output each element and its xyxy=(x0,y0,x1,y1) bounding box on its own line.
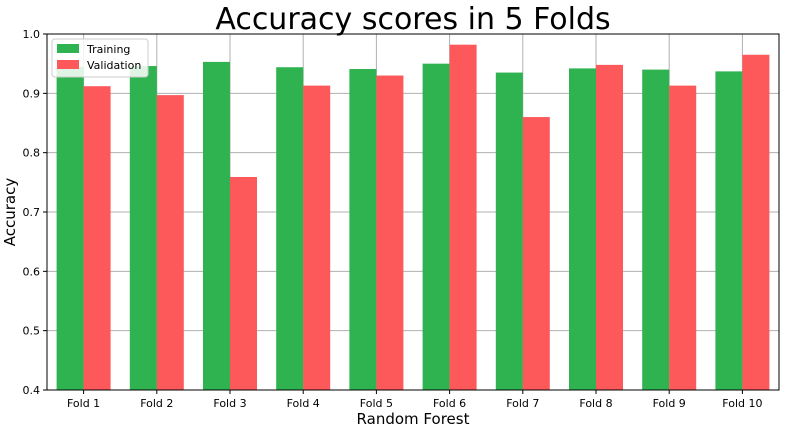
bar-training-6 xyxy=(422,63,450,391)
bar-training-7 xyxy=(495,72,523,391)
y-tick-label: 0.9 xyxy=(23,87,41,100)
bar-validation-3 xyxy=(230,176,257,390)
y-tick-label: 0.4 xyxy=(23,384,41,397)
legend-label-training: Training xyxy=(86,43,130,56)
y-tick-label: 1.0 xyxy=(23,28,41,41)
y-axis-ticks: 0.4 0.5 0.6 0.7 0.8 0.9 1.0 xyxy=(23,28,47,397)
plot-frame xyxy=(46,33,780,391)
x-tick-label: Fold 10 xyxy=(722,397,762,410)
bar-training-4 xyxy=(276,67,304,390)
y-tick-label: 0.5 xyxy=(23,325,41,338)
x-axis-label: Random Forest xyxy=(357,410,470,428)
bar-training-10 xyxy=(715,71,743,390)
bar-validation-9 xyxy=(669,85,697,391)
x-tick-label: Fold 2 xyxy=(140,397,173,410)
bar-training-2 xyxy=(129,66,157,390)
bars xyxy=(56,44,770,391)
legend-swatch-training xyxy=(57,44,79,53)
x-tick-label: Fold 6 xyxy=(433,397,466,410)
legend-label-validation: Validation xyxy=(87,59,141,72)
bar-validation-8 xyxy=(596,64,623,390)
chart-title: Accuracy scores in 5 Folds xyxy=(215,2,610,37)
x-tick-label: Fold 4 xyxy=(287,397,320,410)
x-axis-ticks: Fold 1 Fold 2 Fold 3 Fold 4 Fold 5 Fold 6 Fold… xyxy=(67,390,763,410)
x-tick-label: Fold 8 xyxy=(579,397,612,410)
bar-training-1 xyxy=(56,66,84,390)
y-tick-label: 0.8 xyxy=(23,147,41,160)
y-tick-label: 0.6 xyxy=(23,265,41,278)
x-tick-label: Fold 9 xyxy=(653,397,686,410)
bar-training-9 xyxy=(642,69,670,390)
bar-validation-2 xyxy=(156,95,184,390)
bar-training-5 xyxy=(349,69,377,391)
bar-validation-7 xyxy=(522,117,550,391)
bar-validation-1 xyxy=(83,86,111,391)
x-tick-label: Fold 5 xyxy=(360,397,393,410)
x-tick-label: Fold 7 xyxy=(506,397,539,410)
x-tick-label: Fold 3 xyxy=(213,397,246,410)
legend: Training Validation xyxy=(51,38,149,78)
bar-validation-10 xyxy=(742,54,770,391)
bar-validation-5 xyxy=(376,75,404,391)
bar-training-3 xyxy=(203,61,230,391)
y-axis-label: Accuracy xyxy=(1,178,19,247)
bar-validation-6 xyxy=(449,44,477,391)
legend-swatch-validation xyxy=(57,60,79,69)
bar-training-8 xyxy=(569,68,596,390)
y-tick-label: 0.7 xyxy=(23,206,41,219)
bar-validation-4 xyxy=(303,85,331,391)
x-tick-label: Fold 1 xyxy=(67,397,100,410)
